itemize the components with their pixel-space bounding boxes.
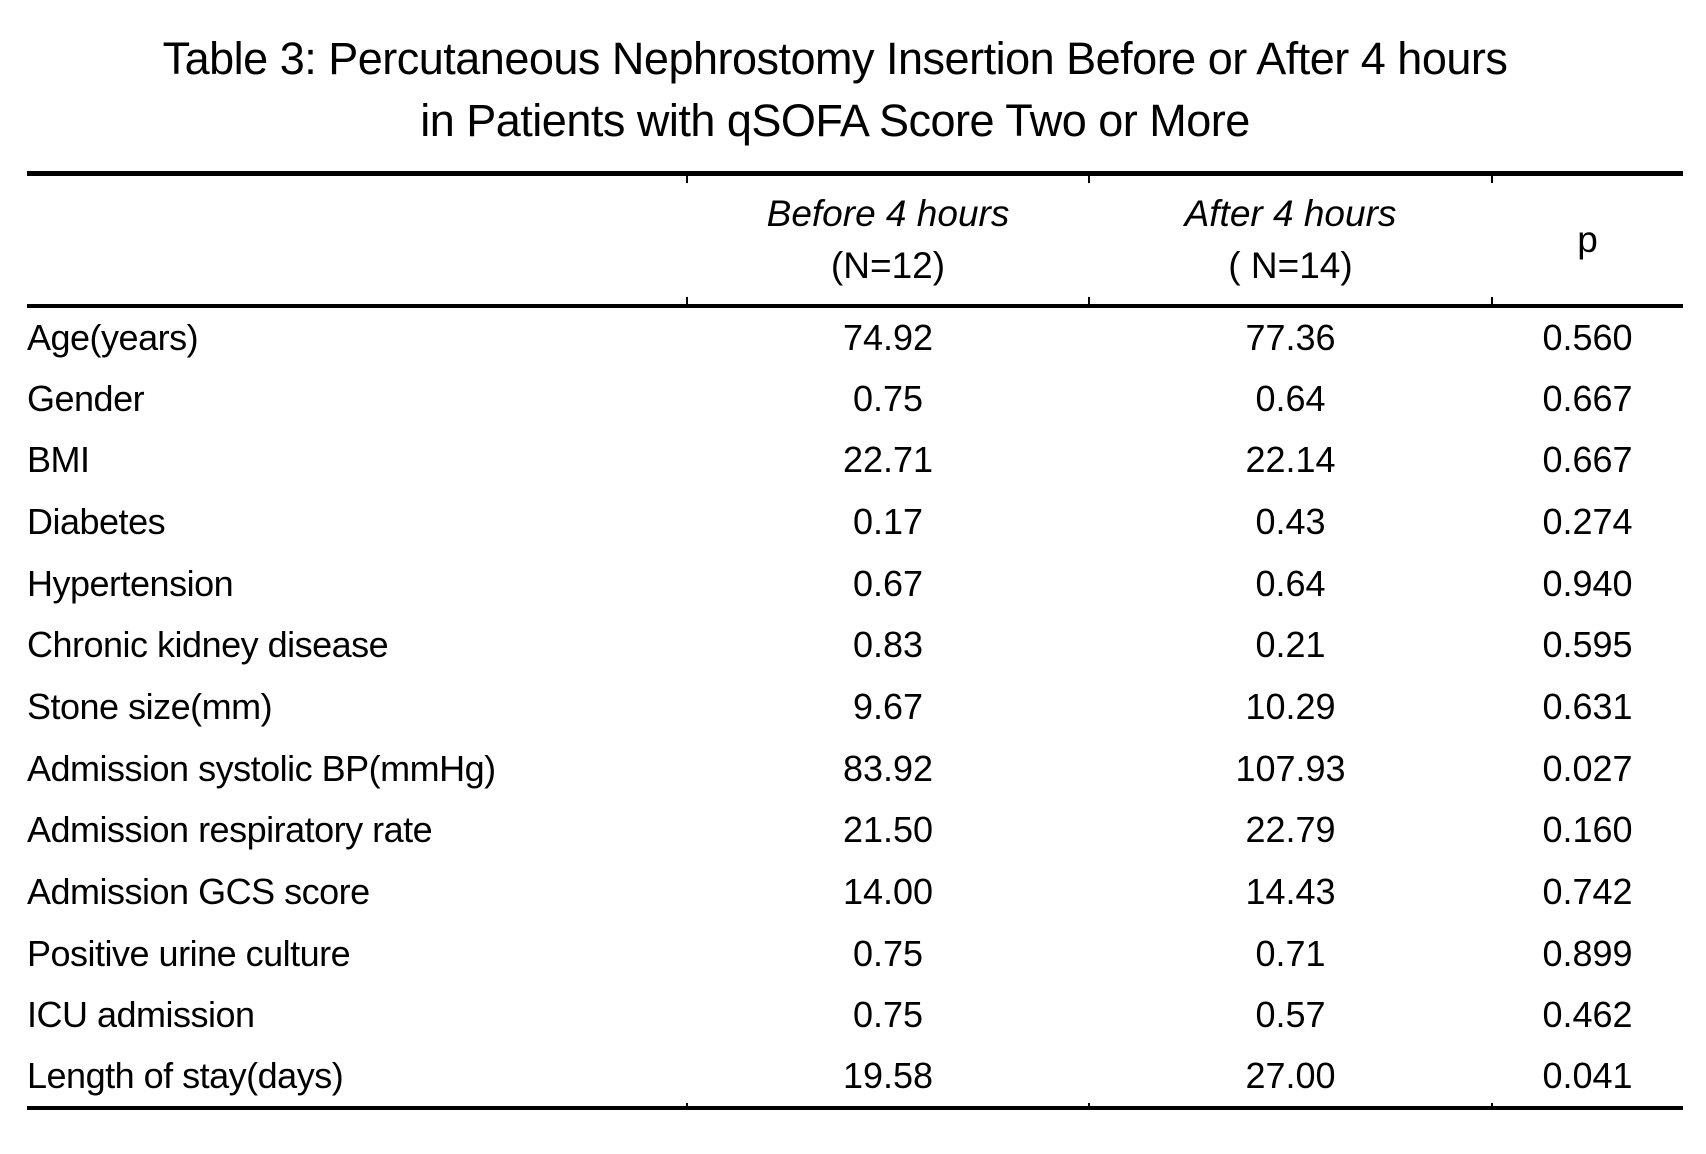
p-value: 0.667 bbox=[1542, 377, 1633, 419]
after-4-hours-n: ( N=14) bbox=[1228, 245, 1353, 286]
before-value: 0.17 bbox=[852, 500, 924, 542]
row-label: Stone size(mm) bbox=[27, 685, 273, 727]
before-4-hours-label: Before 4 hours bbox=[766, 193, 1010, 234]
before-value: 14.00 bbox=[842, 871, 934, 913]
after-value: 0.64 bbox=[1255, 377, 1326, 419]
row-label: Length of stay(days) bbox=[27, 1046, 687, 1110]
table-row: Admission GCS score 14.00 14.43 0.742 bbox=[27, 861, 1683, 923]
after-value: 22.79 bbox=[1245, 809, 1336, 851]
table-row: Hypertension 0.67 0.64 0.940 bbox=[27, 553, 1683, 615]
after-value: 107.93 bbox=[1235, 747, 1346, 789]
after-value: 0.57 bbox=[1255, 994, 1326, 1036]
after-4-hours-label: After 4 hours bbox=[1184, 193, 1397, 234]
row-label: Admission respiratory rate bbox=[27, 809, 433, 851]
column-boundary-tick bbox=[1088, 176, 1090, 183]
table-title-line1: Table 3: Percutaneous Nephrostomy Insert… bbox=[162, 33, 1508, 84]
column-boundary-tick bbox=[1088, 1103, 1090, 1110]
before-value: 83.92 bbox=[842, 747, 934, 789]
table-title: Table 3: Percutaneous Nephrostomy Insert… bbox=[0, 28, 1670, 152]
before-value: 74.92 bbox=[842, 316, 934, 358]
table-header-row: Before 4 hours (N=12) After 4 hours ( N=… bbox=[27, 171, 1683, 308]
row-label: ICU admission bbox=[27, 994, 255, 1036]
p-value: 0.027 bbox=[1542, 747, 1633, 789]
p-value: 0.274 bbox=[1542, 500, 1633, 542]
row-label: Positive urine culture bbox=[27, 932, 351, 974]
table-row: ICU admission 0.75 0.57 0.462 bbox=[27, 985, 1683, 1047]
before-value: 0.75 bbox=[852, 377, 924, 419]
after-value: 0.64 bbox=[1255, 562, 1326, 604]
after-value: 0.21 bbox=[1255, 624, 1326, 666]
p-value: 0.462 bbox=[1542, 994, 1633, 1036]
before-4-hours-header: Before 4 hours (N=12) bbox=[687, 171, 1089, 308]
p-value: 0.667 bbox=[1542, 439, 1633, 481]
table-row: Age(years) 74.92 77.36 0.560 bbox=[27, 306, 1683, 368]
table-row: Gender 0.75 0.64 0.667 bbox=[27, 368, 1683, 430]
after-value: 0.71 bbox=[1255, 932, 1326, 974]
p-value: 0.631 bbox=[1542, 685, 1633, 727]
table-row: Admission respiratory rate 21.50 22.79 0.16… bbox=[27, 800, 1683, 862]
after-value: 0.43 bbox=[1255, 500, 1326, 542]
column-boundary-tick bbox=[686, 1103, 688, 1110]
p-value: 0.560 bbox=[1542, 316, 1633, 358]
row-label: Hypertension bbox=[27, 562, 234, 604]
before-value: 0.75 bbox=[852, 994, 924, 1036]
empty-header-cell bbox=[27, 171, 687, 308]
table-row: Admission systolic BP(mmHg) 83.92 107.93 0.… bbox=[27, 738, 1683, 800]
p-value: 0.940 bbox=[1542, 562, 1633, 604]
row-label: Gender bbox=[27, 377, 145, 419]
row-label: Chronic kidney disease bbox=[27, 624, 389, 666]
after-value: 14.43 bbox=[1245, 871, 1336, 913]
row-label: Admission systolic BP(mmHg) bbox=[27, 747, 496, 789]
before-value: 0.67 bbox=[852, 562, 924, 604]
after-4-hours-header: After 4 hours ( N=14) bbox=[1089, 171, 1492, 308]
after-value: 27.00 bbox=[1089, 1046, 1492, 1110]
before-value: 19.58 bbox=[687, 1046, 1089, 1110]
after-value: 77.36 bbox=[1245, 316, 1336, 358]
p-value: 0.899 bbox=[1542, 932, 1633, 974]
p-value: 0.742 bbox=[1542, 871, 1633, 913]
before-value: 0.75 bbox=[852, 932, 924, 974]
column-boundary-tick bbox=[1491, 176, 1493, 183]
table-title-line2: in Patients with qSOFA Score Two or More bbox=[420, 95, 1250, 146]
row-label: BMI bbox=[27, 439, 90, 481]
row-label: Admission GCS score bbox=[27, 871, 370, 913]
column-boundary-tick bbox=[1491, 1103, 1493, 1110]
table-row: BMI 22.71 22.14 0.667 bbox=[27, 429, 1683, 491]
before-4-hours-n: (N=12) bbox=[830, 245, 946, 286]
column-boundary-tick bbox=[1491, 297, 1493, 304]
before-value: 0.83 bbox=[852, 624, 924, 666]
p-value: 0.160 bbox=[1542, 809, 1633, 851]
p-value-header: p bbox=[1492, 171, 1683, 308]
p-value: 0.041 bbox=[1492, 1046, 1683, 1110]
before-value: 9.67 bbox=[852, 685, 924, 727]
table-row: Chronic kidney disease 0.83 0.21 0.595 bbox=[27, 614, 1683, 676]
row-label: Diabetes bbox=[27, 500, 166, 542]
table-row: Positive urine culture 0.75 0.71 0.899 bbox=[27, 923, 1683, 985]
after-value: 22.14 bbox=[1245, 439, 1336, 481]
table-row: Length of stay(days) 19.58 27.00 0.041 bbox=[27, 1046, 1683, 1110]
table-row: Stone size(mm) 9.67 10.29 0.631 bbox=[27, 676, 1683, 738]
column-boundary-tick bbox=[686, 297, 688, 304]
column-boundary-tick bbox=[686, 176, 688, 183]
before-value: 22.71 bbox=[842, 439, 934, 481]
before-value: 21.50 bbox=[842, 809, 934, 851]
column-boundary-tick bbox=[1088, 297, 1090, 304]
table-row: Diabetes 0.17 0.43 0.274 bbox=[27, 491, 1683, 553]
row-label: Age(years) bbox=[27, 316, 199, 358]
p-value: 0.595 bbox=[1542, 624, 1633, 666]
table-body: Age(years) 74.92 77.36 0.560 Gender 0.75 0.64 0… bbox=[27, 306, 1683, 1110]
results-table: Before 4 hours (N=12) After 4 hours ( N=… bbox=[27, 171, 1683, 1110]
after-value: 10.29 bbox=[1245, 685, 1336, 727]
